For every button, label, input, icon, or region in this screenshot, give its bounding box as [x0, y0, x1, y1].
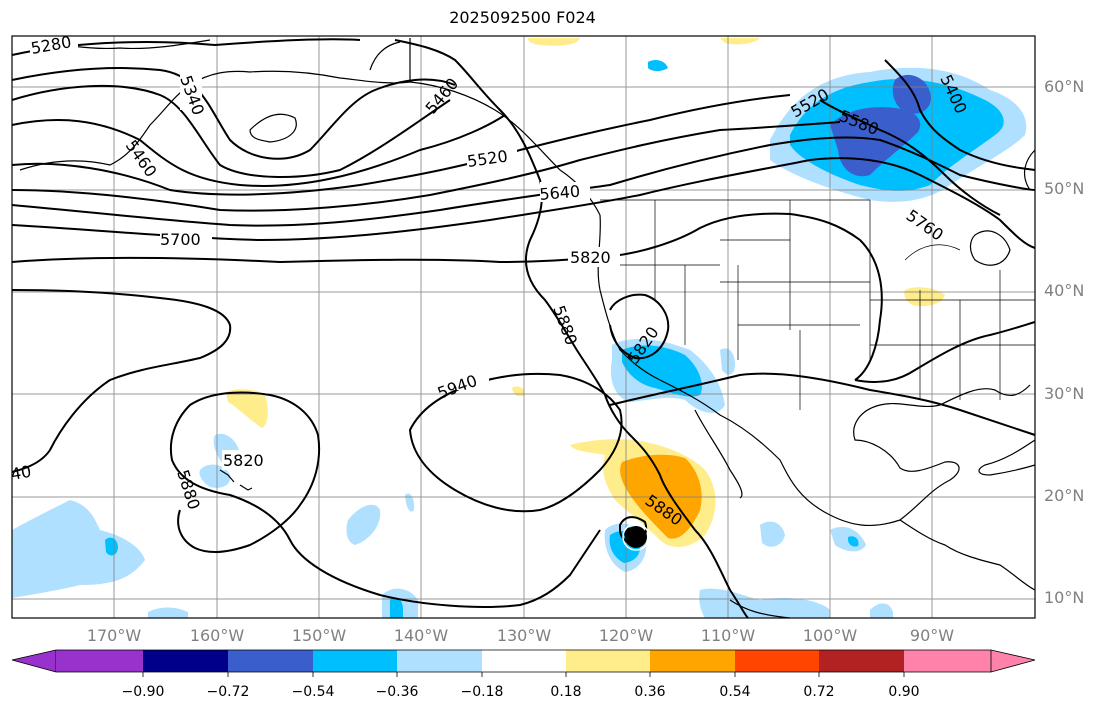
negative-anomaly-shading — [12, 60, 1027, 618]
map-title: 2025092500 F024 — [449, 8, 596, 27]
lon-label: 160°W — [189, 626, 245, 645]
colorbar-tick-label: −0.90 — [121, 684, 165, 700]
lon-label: 110°W — [700, 626, 756, 645]
lat-label: 20°N — [1044, 486, 1085, 505]
contour-label: 5700 — [160, 230, 201, 249]
lon-label: 150°W — [291, 626, 347, 645]
contour-label: 5880 — [549, 303, 581, 348]
storm-marker — [622, 523, 650, 551]
lon-label: 100°W — [802, 626, 858, 645]
colorbar-tick-label: 0.18 — [550, 684, 582, 700]
lon-label: 90°W — [909, 626, 955, 645]
contour-label: 40 — [9, 462, 32, 484]
lat-label: 10°N — [1044, 588, 1085, 607]
contour-label: 5460 — [422, 74, 463, 117]
contour-label: 5760 — [903, 206, 947, 245]
colorbar-tick-label: −0.54 — [291, 684, 335, 700]
contour-label: 5820 — [223, 451, 264, 470]
lat-label: 40°N — [1044, 281, 1085, 300]
colorbar-tick-label: 0.36 — [634, 684, 666, 700]
contour-label: 5820 — [570, 248, 611, 267]
lon-label: 140°W — [393, 626, 449, 645]
colorbar-tick-label: 0.72 — [803, 684, 835, 700]
lon-label: 120°W — [598, 626, 654, 645]
lat-label: 50°N — [1044, 179, 1085, 198]
contour-label: 5640 — [539, 182, 581, 204]
contour-label: 5460 — [122, 136, 161, 180]
height-contours — [10, 38, 1036, 619]
colorbar — [11, 649, 1036, 677]
colorbar-tick-label: −0.72 — [206, 684, 250, 700]
contour-label: 5880 — [173, 467, 204, 512]
colorbar-tick-label: 0.90 — [888, 684, 920, 700]
lat-label: 30°N — [1044, 384, 1085, 403]
colorbar-tick-label: −0.36 — [375, 684, 419, 700]
lon-label: 130°W — [496, 626, 552, 645]
state-borders — [600, 199, 1035, 410]
colorbar-tick-label: 0.54 — [719, 684, 751, 700]
lon-label: 170°W — [86, 626, 142, 645]
map-frame — [11, 35, 1036, 619]
colorbar-tick-label: −0.18 — [460, 684, 504, 700]
lat-label: 60°N — [1044, 77, 1085, 96]
